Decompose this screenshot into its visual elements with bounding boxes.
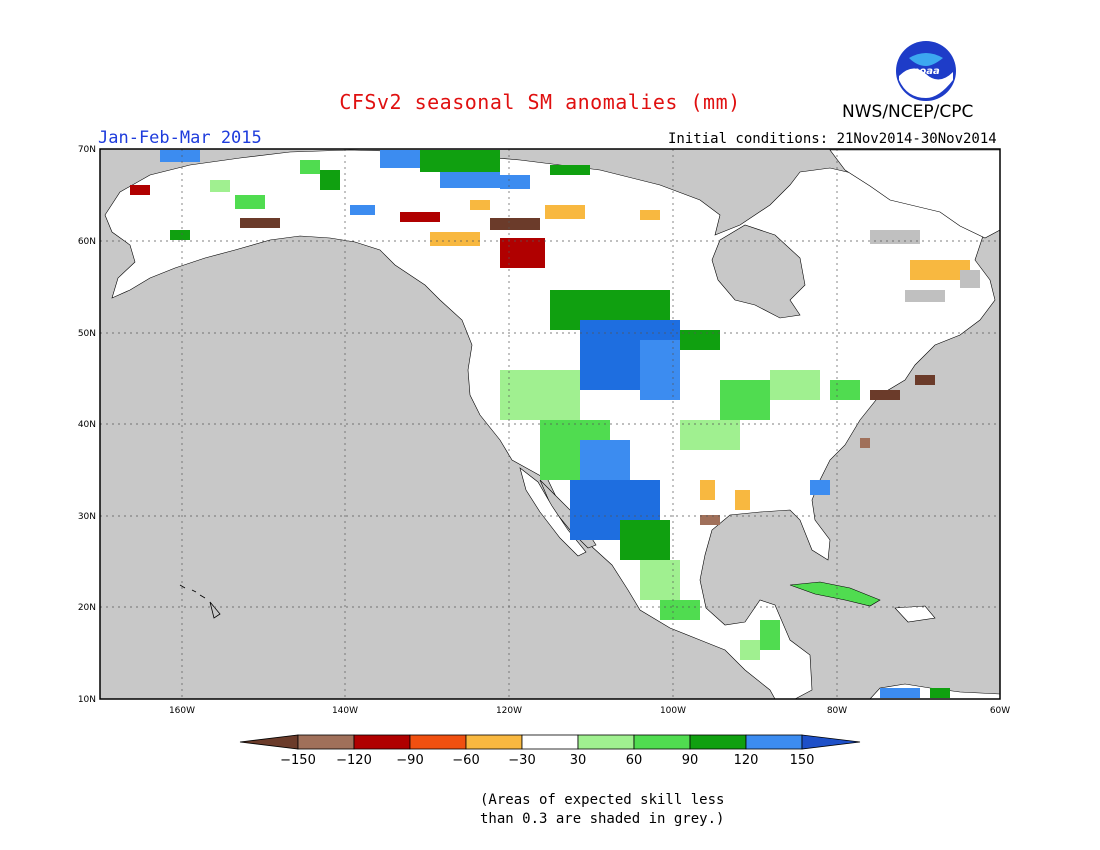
legend-swatch — [577, 734, 635, 750]
legend-swatch — [465, 734, 523, 750]
longitude-axis: 160W 140W 120W 100W 80W 60W — [169, 706, 1010, 716]
organization-label: NWS/NCEP/CPC — [842, 102, 974, 122]
noaa-logo-text: noaa — [912, 66, 940, 77]
anomaly-central — [500, 290, 950, 698]
lon-label: 60W — [990, 706, 1010, 716]
forecast-period: Jan-Feb-Mar 2015 — [98, 128, 262, 148]
lon-label: 140W — [332, 706, 358, 716]
initial-conditions: Initial conditions: 21Nov2014-30Nov2014 — [668, 131, 997, 147]
legend-label: 150 — [790, 753, 815, 768]
graticule — [100, 149, 1000, 699]
latitude-axis: 70N 60N 50N 40N 30N 20N 10N — [78, 145, 96, 705]
legend-label: −120 — [336, 753, 372, 768]
color-legend: −150 −120 −90 −60 −30 30 60 90 120 150 — [239, 734, 861, 768]
lon-label: 160W — [169, 706, 195, 716]
lat-label: 20N — [78, 603, 96, 613]
greenland — [829, 149, 1000, 239]
lat-label: 60N — [78, 237, 96, 247]
lon-label: 120W — [496, 706, 522, 716]
cuba — [789, 581, 881, 607]
anomaly-arctic — [130, 150, 980, 302]
skill-note-line2: than 0.3 are shaded in grey.) — [480, 811, 725, 827]
skill-note-line1: (Areas of expected skill less — [480, 792, 725, 808]
legend-label: −60 — [452, 753, 479, 768]
lat-label: 50N — [78, 329, 96, 339]
legend-arrow-low — [239, 734, 299, 750]
hawaii — [179, 584, 221, 619]
lat-label: 40N — [78, 420, 96, 430]
hudson-bay — [711, 224, 806, 319]
baja-california — [519, 467, 587, 557]
legend-label: −30 — [508, 753, 535, 768]
legend-label: −150 — [280, 753, 316, 768]
map-title: CFSv2 seasonal SM anomalies (mm) — [339, 90, 741, 114]
legend-swatch — [409, 734, 467, 750]
legend-swatch — [353, 734, 411, 750]
map-frame — [99, 148, 1001, 700]
legend-swatch — [633, 734, 691, 750]
legend-label: −90 — [396, 753, 423, 768]
noaa-logo-icon: noaa — [896, 41, 956, 101]
lat-label: 10N — [78, 695, 96, 705]
legend-swatch — [745, 734, 803, 750]
legend-label: 90 — [682, 753, 699, 768]
legend-arrow-high — [801, 734, 861, 750]
legend-swatch — [297, 734, 355, 750]
legend-label: 120 — [734, 753, 759, 768]
legend-swatch — [689, 734, 747, 750]
lat-label: 70N — [78, 145, 96, 155]
lon-label: 100W — [660, 706, 686, 716]
lon-label: 80W — [827, 706, 847, 716]
legend-swatch — [521, 734, 579, 750]
legend-label: 30 — [570, 753, 587, 768]
hispaniola — [894, 605, 936, 623]
legend-label: 60 — [626, 753, 643, 768]
lat-label: 30N — [78, 512, 96, 522]
